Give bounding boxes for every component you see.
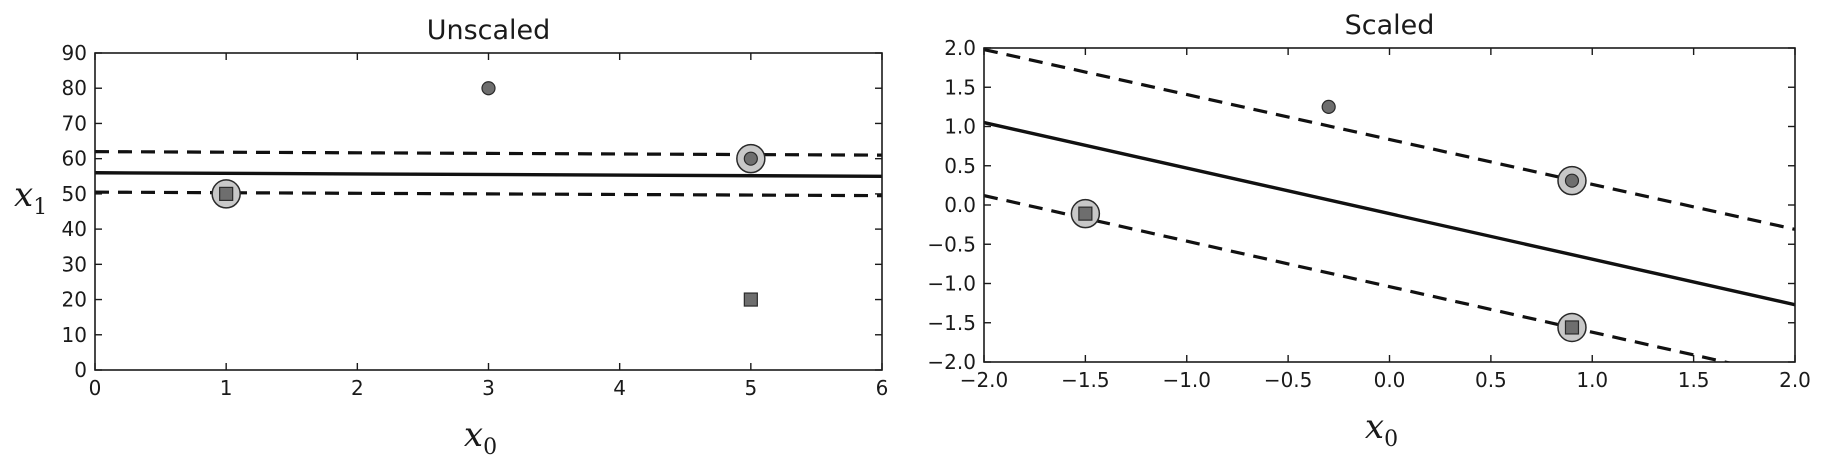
chart-title: Scaled bbox=[1345, 10, 1435, 41]
x-tick-label: 0.5 bbox=[1475, 368, 1507, 392]
data-point-circle-3 bbox=[1321, 99, 1336, 114]
y-tick-label: 0.0 bbox=[944, 193, 976, 217]
margin-line-1 bbox=[984, 48, 1795, 231]
data-point-square-1 bbox=[219, 186, 234, 201]
data-point-square-1 bbox=[1078, 206, 1093, 221]
decision-boundary-line bbox=[95, 171, 882, 178]
data-point-circle-4 bbox=[1564, 173, 1580, 188]
y-tick-label: 2.0 bbox=[944, 36, 976, 60]
y-tick-label: −1.0 bbox=[927, 272, 976, 296]
x-axis-label: x0 bbox=[1365, 407, 1398, 452]
margin-line-2 bbox=[95, 190, 882, 198]
y-tick-label: 70 bbox=[62, 111, 87, 135]
data-point-circle-3 bbox=[481, 81, 496, 96]
y-tick-label: 40 bbox=[62, 217, 87, 241]
y-tick-label: 1.5 bbox=[944, 75, 976, 99]
x-tick-label: 2.0 bbox=[1779, 368, 1811, 392]
y-tick-label: −0.5 bbox=[927, 232, 976, 256]
x-tick-label: 6 bbox=[876, 376, 889, 400]
y-tick-label: 0 bbox=[74, 358, 87, 382]
x-tick-label: 5 bbox=[744, 376, 757, 400]
x-tick-label: −2.0 bbox=[960, 368, 1009, 392]
plot-area bbox=[984, 48, 1795, 362]
y-tick-label: 0.5 bbox=[944, 154, 976, 178]
y-tick-label: −2.0 bbox=[927, 350, 976, 374]
x-tick-label: 0.0 bbox=[1374, 368, 1406, 392]
y-tick-label: 10 bbox=[62, 323, 87, 347]
x-tick-label: −1.0 bbox=[1162, 368, 1211, 392]
plot-frame bbox=[983, 47, 1796, 363]
x-tick-label: 4 bbox=[613, 376, 626, 400]
x-tick-label: 3 bbox=[482, 376, 495, 400]
chart-panel-2: −2.0 −1.5 −1.0 −0.5 0.0 0.5 1.0 1.5 2.0 −2.0 −1.5 −… bbox=[927, 10, 1810, 452]
y-tick-label: 60 bbox=[62, 147, 87, 171]
margin-line-2 bbox=[984, 194, 1733, 362]
y-axis-label: x1 bbox=[14, 175, 47, 220]
plot-frame bbox=[94, 52, 883, 371]
y-tick-label: 1.0 bbox=[944, 115, 976, 139]
y-tick-label: 20 bbox=[62, 288, 87, 312]
y-tick-label: 30 bbox=[62, 252, 87, 276]
y-tick-label: −1.5 bbox=[927, 311, 976, 335]
x-tick-label: 1 bbox=[220, 376, 233, 400]
y-tick-label: 90 bbox=[62, 41, 87, 65]
x-tick-label: 1.5 bbox=[1678, 368, 1710, 392]
chart-title: Unscaled bbox=[427, 15, 551, 46]
data-point-circle-4 bbox=[743, 151, 758, 166]
data-point-square-2 bbox=[1564, 320, 1580, 335]
x-tick-label: 0 bbox=[89, 376, 102, 400]
data-point-square-2 bbox=[743, 292, 758, 307]
y-tick-label: 80 bbox=[62, 76, 87, 100]
x-tick-label: 1.0 bbox=[1576, 368, 1608, 392]
x-tick-label: −0.5 bbox=[1264, 368, 1313, 392]
x-axis-label: x0 bbox=[464, 415, 497, 460]
y-tick-label: 50 bbox=[62, 182, 87, 206]
x-tick-label: −1.5 bbox=[1061, 368, 1110, 392]
x-tick-label: 2 bbox=[351, 376, 364, 400]
plot-area bbox=[95, 81, 882, 307]
decision-boundary-line bbox=[984, 120, 1795, 307]
